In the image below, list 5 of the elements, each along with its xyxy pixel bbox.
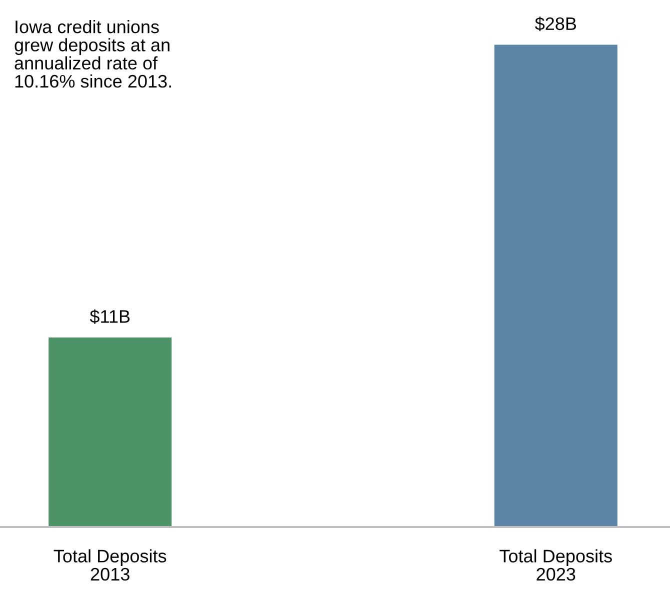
data-label: $11B [90,309,130,324]
data-label: $28B [534,16,576,32]
x-tick-label: Total Deposits 2023 [500,549,612,581]
annotation: Iowa credit unions grew deposits at an annualized rate of 10.16% since 2013. [14,20,171,88]
x-tick-label: Total Deposits 2013 [54,549,166,581]
